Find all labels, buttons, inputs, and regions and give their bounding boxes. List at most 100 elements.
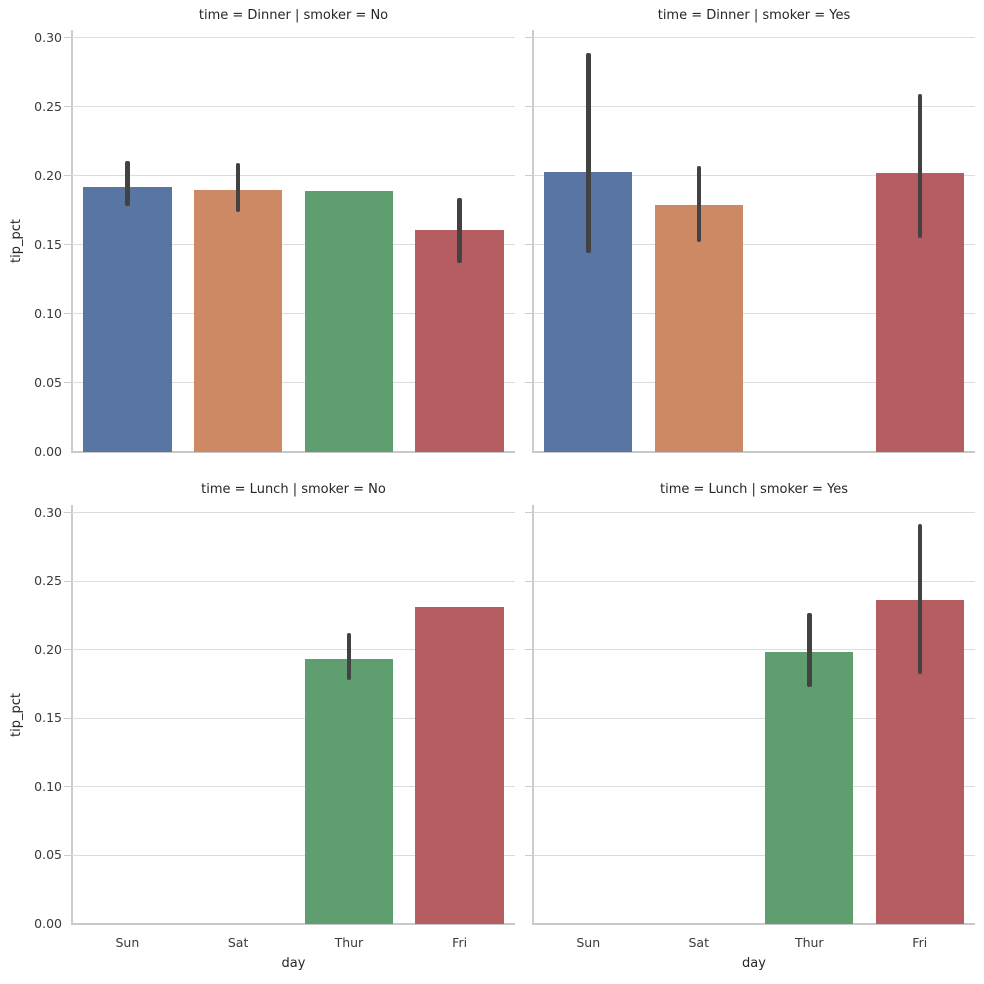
y-tick-mark (64, 717, 71, 719)
y-tick-mark (64, 382, 71, 384)
gridline (72, 717, 515, 719)
bar-fri (415, 229, 504, 452)
gridline (72, 313, 515, 315)
bar-thur (304, 190, 394, 452)
gridline (72, 512, 515, 514)
errorbar-fri (917, 94, 922, 238)
x-axis-spine (532, 923, 975, 925)
y-tick-label: 0.10 (34, 305, 62, 321)
plot-area-lunch-yes: Sun Sat Thur Fri (525, 505, 975, 950)
y-tick-label: 0.25 (34, 573, 62, 589)
x-axis-spine (532, 451, 975, 453)
y-axis-label-top: tip_pct (9, 219, 24, 263)
y-tick-mark (64, 854, 71, 856)
y-tick-mark (525, 717, 532, 719)
x-axis-label-left: day (281, 956, 306, 971)
bar-thur (304, 659, 394, 924)
panel-title-dinner-yes: time = Dinner | smoker = Yes (657, 8, 851, 23)
y-tick-mark (525, 175, 532, 177)
y-tick-label: 0.05 (34, 374, 62, 390)
y-axis-spine (71, 30, 73, 452)
y-tick-label: 0.15 (34, 710, 62, 726)
plot-area-lunch-no: 0.00 0.05 0.10 0.15 0.20 0.25 0.30 Sun Sat Thur Fr… (34, 505, 515, 950)
gridline (533, 37, 975, 39)
y-tick-label: 0.10 (34, 778, 62, 794)
errorbar-sat (696, 166, 701, 243)
errorbar-sat (235, 163, 241, 212)
gridline (72, 382, 515, 384)
y-axis-label-bottom: tip_pct (9, 693, 24, 737)
plot-area-dinner-no: 0.00 0.05 0.10 0.15 0.20 0.25 0.30 (34, 30, 515, 459)
y-tick-label: 0.20 (34, 641, 62, 657)
gridline (72, 37, 515, 39)
x-tick-label-thur: Thur (334, 935, 364, 950)
gridline (533, 580, 975, 582)
y-tick-mark (64, 106, 71, 108)
gridline (533, 313, 975, 315)
plot-area-dinner-yes (525, 30, 975, 453)
errorbar-sun (125, 160, 130, 207)
y-tick-mark (64, 512, 71, 514)
bar-sat (654, 204, 743, 452)
bar-thur (765, 652, 854, 924)
gridline (533, 786, 975, 788)
errorbar-thur (807, 612, 812, 687)
bar-sun (83, 186, 172, 452)
gridline (72, 854, 515, 856)
gridline (72, 244, 515, 246)
x-tick-label-sun: Sun (115, 935, 140, 950)
y-tick-mark (64, 37, 71, 39)
x-tick-label-sun: Sun (576, 935, 601, 950)
y-axis-spine (532, 505, 534, 924)
y-tick-mark (525, 580, 532, 582)
bar-sat (193, 189, 283, 452)
y-tick-mark (64, 244, 71, 246)
x-tick-label-thur: Thur (794, 935, 824, 950)
y-tick-mark (525, 382, 532, 384)
panel-title-lunch-no: time = Lunch | smoker = No (201, 482, 386, 497)
y-tick-mark (525, 786, 532, 788)
y-tick-label: 0.05 (34, 847, 62, 863)
errorbar-sun (586, 52, 591, 254)
y-tick-label: 0.30 (34, 504, 62, 520)
panel-title-dinner-no: time = Dinner | smoker = No (198, 8, 389, 23)
y-tick-mark (64, 313, 71, 315)
y-tick-mark (64, 649, 71, 651)
gridline (533, 382, 975, 384)
gridline (533, 717, 975, 719)
x-tick-label-fri: Fri (912, 935, 928, 950)
y-tick-label: 0.30 (34, 29, 62, 45)
y-tick-label: 0.20 (34, 167, 62, 183)
gridline (72, 106, 515, 108)
errorbar-fri (917, 523, 922, 675)
x-axis-spine (71, 923, 515, 925)
x-tick-label-fri: Fri (452, 935, 468, 950)
y-tick-label: 0.00 (34, 444, 62, 459)
y-tick-mark (64, 580, 71, 582)
y-tick-mark (525, 106, 532, 108)
x-axis-spine (71, 451, 515, 453)
y-tick-label: 0.25 (34, 98, 62, 114)
y-tick-mark (525, 854, 532, 856)
gridline (533, 649, 975, 651)
x-axis-label-right: day (742, 956, 766, 971)
y-axis-spine (532, 30, 534, 452)
y-tick-mark (525, 37, 532, 39)
y-tick-mark (64, 175, 71, 177)
x-tick-label-sat: Sat (227, 935, 249, 950)
bar-fri (415, 607, 504, 924)
y-axis-spine (71, 505, 73, 924)
gridline (72, 175, 515, 177)
panel-title-lunch-yes: time = Lunch | smoker = Yes (660, 482, 848, 497)
gridline (533, 854, 975, 856)
y-tick-label: 0.00 (34, 916, 62, 931)
y-tick-mark (525, 649, 532, 651)
y-tick-mark (525, 244, 532, 246)
gridline (72, 649, 515, 651)
errorbar-thur (346, 633, 352, 680)
x-tick-label-sat: Sat (688, 935, 710, 950)
gridline (533, 175, 975, 177)
y-tick-mark (64, 786, 71, 788)
gridline (533, 244, 975, 246)
